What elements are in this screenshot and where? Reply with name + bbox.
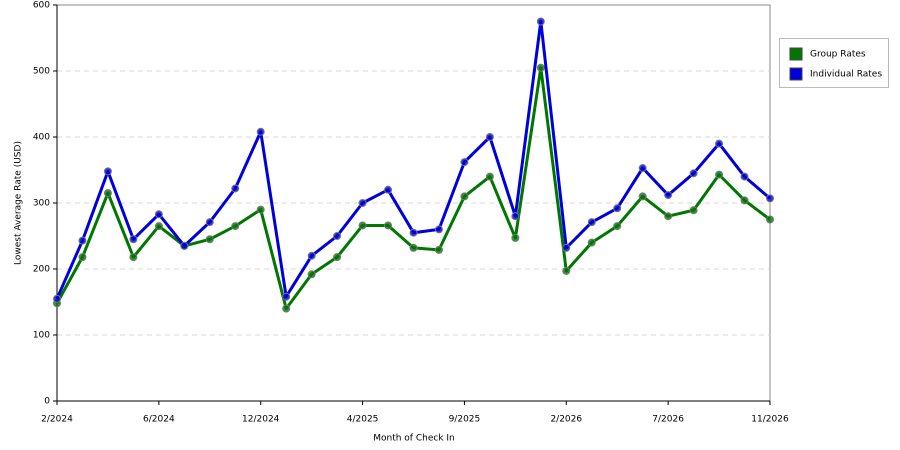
legend-label: Individual Rates xyxy=(810,70,882,80)
point xyxy=(562,243,571,252)
point xyxy=(154,222,163,231)
point xyxy=(536,63,545,72)
point xyxy=(613,222,622,231)
point xyxy=(53,294,61,303)
y-tick-label: 300 xyxy=(33,199,50,209)
point xyxy=(282,292,291,301)
point xyxy=(256,205,265,214)
point xyxy=(231,184,240,193)
point xyxy=(766,194,774,203)
point xyxy=(434,225,443,234)
point xyxy=(307,251,316,260)
point xyxy=(231,222,240,231)
point xyxy=(740,172,749,181)
y-tick-label: 100 xyxy=(33,331,50,341)
point xyxy=(638,192,647,201)
x-tick-label: 9/2025 xyxy=(449,415,481,425)
x-tick-label: 11/2026 xyxy=(751,415,789,425)
x-tick-label: 7/2026 xyxy=(652,415,684,425)
point xyxy=(333,253,342,262)
x-tick-label: 2/2026 xyxy=(550,415,582,425)
y-tick-label: 600 xyxy=(33,1,50,11)
point xyxy=(180,241,189,250)
point xyxy=(740,196,749,205)
point xyxy=(434,245,443,254)
point xyxy=(409,228,418,237)
y-tick-label: 0 xyxy=(44,397,50,407)
x-tick-label: 4/2025 xyxy=(347,415,379,425)
y-axis-label: Lowest Average Rate (USD) xyxy=(14,141,24,265)
point xyxy=(638,164,647,173)
point xyxy=(536,17,545,26)
point xyxy=(485,133,494,141)
point xyxy=(129,253,138,262)
point xyxy=(129,235,138,244)
legend-swatch xyxy=(789,47,803,61)
x-axis-label: Month of Check In xyxy=(373,434,455,444)
point xyxy=(511,212,520,221)
point xyxy=(485,172,494,181)
point xyxy=(664,212,673,221)
point xyxy=(689,169,698,178)
point xyxy=(78,253,87,262)
y-tick-label: 500 xyxy=(33,67,50,77)
point xyxy=(613,204,622,213)
point xyxy=(205,235,214,244)
point xyxy=(307,270,316,279)
point xyxy=(205,218,214,227)
point xyxy=(715,170,724,179)
point xyxy=(587,238,596,247)
point xyxy=(664,191,673,200)
point xyxy=(689,206,698,215)
point xyxy=(103,167,112,176)
point xyxy=(587,218,596,227)
point xyxy=(766,215,774,224)
y-tick-label: 200 xyxy=(33,265,50,275)
point xyxy=(384,185,393,194)
point xyxy=(103,189,112,198)
point xyxy=(511,233,520,242)
legend-label: Group Rates xyxy=(810,50,866,60)
point xyxy=(333,232,342,240)
point xyxy=(460,158,469,167)
legend-swatch xyxy=(789,67,803,81)
point xyxy=(358,221,367,230)
point xyxy=(715,139,724,148)
y-tick-label: 400 xyxy=(33,133,50,143)
x-tick-label: 12/2024 xyxy=(242,415,280,425)
point xyxy=(409,243,418,252)
point xyxy=(460,192,469,201)
point xyxy=(358,199,367,207)
point xyxy=(256,127,265,136)
point xyxy=(562,266,571,275)
point xyxy=(154,210,163,219)
point xyxy=(282,304,291,313)
point xyxy=(384,221,393,230)
point xyxy=(78,236,87,245)
x-tick-label: 2/2024 xyxy=(41,415,73,425)
x-tick-label: 6/2024 xyxy=(143,415,175,425)
